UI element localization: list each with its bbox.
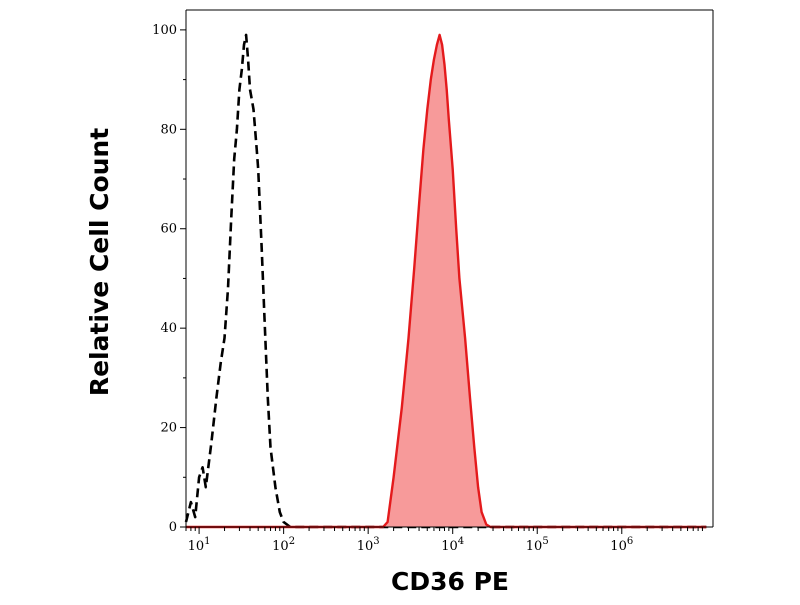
y-axis-title: Relative Cell Count [85, 128, 114, 396]
x-tick-base: 10 [610, 539, 627, 554]
x-tick-label: 103 [357, 536, 380, 554]
series-1-line [186, 33, 707, 529]
x-tick-base: 10 [441, 539, 458, 554]
series-layer [184, 33, 707, 529]
axes-layer [185, 9, 714, 528]
x-tick-exponent: 5 [542, 536, 548, 547]
x-axis-title: CD36 PE [391, 567, 509, 596]
y-tick-label: 40 [160, 321, 177, 336]
x-tick-label: 102 [272, 536, 295, 554]
series-1-fill [186, 34, 707, 528]
x-tick-base: 10 [188, 539, 205, 554]
x-tick-label: 106 [610, 536, 633, 554]
x-tick-base: 10 [526, 539, 543, 554]
y-tick-label: 20 [160, 421, 177, 436]
x-tick-exponent: 4 [458, 536, 464, 547]
y-tick-label: 60 [160, 222, 177, 237]
x-tick-exponent: 3 [373, 536, 379, 547]
x-tick-base: 10 [357, 539, 374, 554]
x-tick-exponent: 2 [289, 536, 295, 547]
x-tick-label: 105 [526, 536, 549, 554]
y-tick-label: 100 [152, 23, 177, 38]
x-tick-exponent: 1 [204, 536, 210, 547]
x-tick-label: 104 [441, 536, 464, 554]
x-tick-exponent: 6 [627, 536, 633, 547]
y-tick-label: 80 [160, 122, 177, 137]
x-tick-base: 10 [272, 539, 289, 554]
series-0-line [184, 33, 707, 529]
y-tick-label: 0 [169, 520, 177, 535]
x-tick-label: 101 [188, 536, 211, 554]
